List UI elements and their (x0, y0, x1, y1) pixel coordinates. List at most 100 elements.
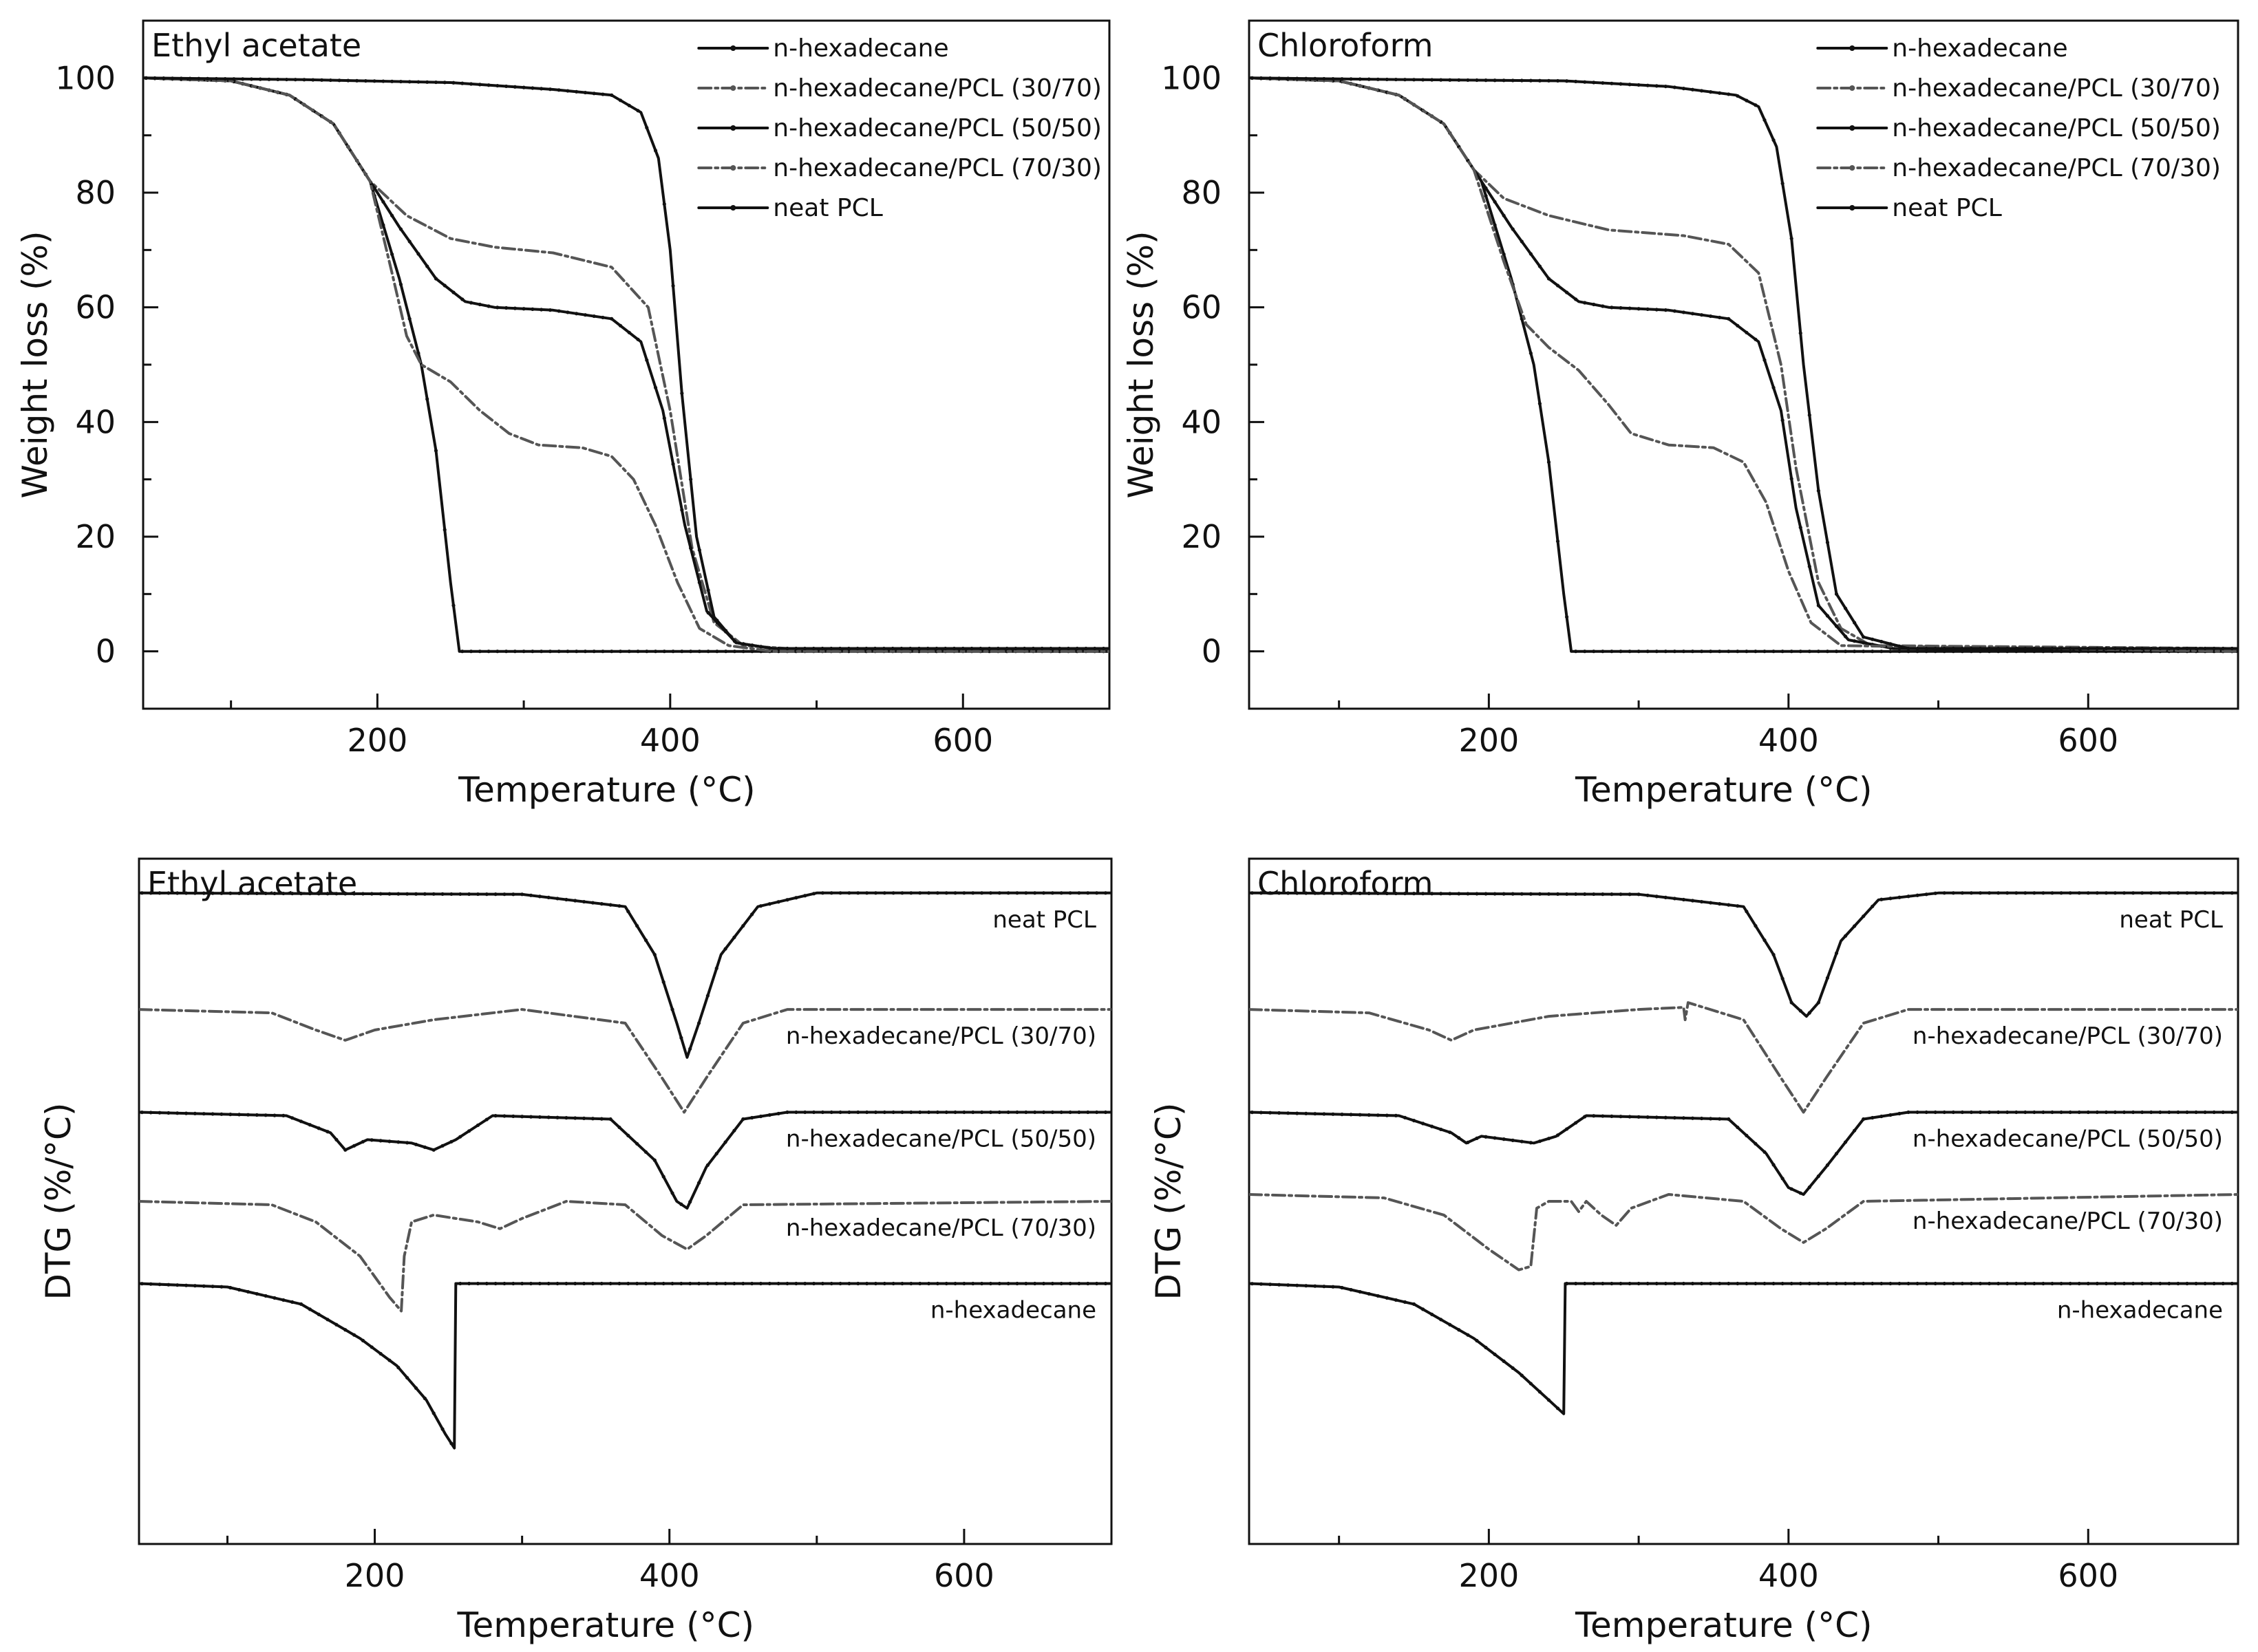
series-marker (1304, 1111, 1308, 1116)
series-marker (1268, 891, 1272, 895)
series-marker (1862, 650, 1866, 654)
series-marker (988, 891, 993, 895)
series-marker (617, 1281, 621, 1286)
series-marker (1888, 650, 1893, 654)
series-marker (1049, 646, 1053, 651)
series-marker (723, 947, 727, 951)
series-marker (636, 337, 640, 341)
series-marker (2203, 1110, 2207, 1115)
legend-label-n-hexadecane: n-hexadecane (1892, 34, 2067, 63)
series-marker (2230, 1281, 2234, 1286)
series-marker (1862, 1281, 1866, 1286)
series-marker (317, 1312, 321, 1316)
series-marker (2212, 1281, 2216, 1286)
series-marker (1574, 1281, 1578, 1286)
series-marker (1484, 186, 1488, 190)
series-marker (1077, 1110, 1081, 1115)
x-tick-label: 600 (2058, 722, 2118, 759)
series-marker (546, 1115, 551, 1119)
series-marker (1663, 1115, 1668, 1119)
series-marker (328, 78, 332, 83)
series-marker (175, 1283, 180, 1287)
series-marker (996, 646, 1000, 651)
series-marker (2113, 891, 2118, 895)
series-marker (1762, 1281, 1767, 1286)
series-marker (1250, 891, 1254, 895)
series-marker (487, 83, 491, 87)
series-marker (158, 891, 162, 895)
series-marker (246, 1289, 251, 1294)
series-marker (1430, 78, 1434, 82)
series-marker (1888, 1113, 1893, 1117)
series-marker (487, 650, 491, 654)
series-marker (1295, 1283, 1299, 1287)
series-marker (1094, 1281, 1099, 1286)
series-marker (1853, 1281, 1857, 1286)
series-marker (829, 1110, 833, 1115)
series-marker (679, 1281, 683, 1286)
series-marker (855, 646, 860, 651)
series-marker (2077, 1281, 2081, 1286)
series-marker (1699, 650, 1704, 654)
series-marker (144, 76, 148, 80)
series-marker (2077, 646, 2081, 651)
series-marker (1789, 237, 1793, 241)
series-marker (1583, 1115, 1587, 1119)
legend-label-n-hexadecane-pcl-50-50: n-hexadecane/PCL (50/50) (1892, 114, 2221, 142)
series-marker (1520, 239, 1524, 244)
series-marker (443, 528, 447, 532)
series-marker (381, 79, 385, 83)
series-marker (372, 186, 376, 190)
series-marker (390, 252, 394, 257)
series-marker (1313, 1112, 1317, 1116)
series-marker (1736, 94, 1740, 98)
series-marker (1520, 1373, 1524, 1377)
series-marker (1628, 306, 1632, 310)
series-marker (540, 650, 544, 654)
curve-label-n-hexadecane: n-hexadecane (2057, 1297, 2223, 1324)
series-marker (211, 1285, 215, 1289)
series-marker (1484, 1135, 1488, 1139)
series-marker (627, 650, 631, 654)
series-marker (1789, 650, 1793, 654)
series-marker (379, 892, 383, 896)
x-tick-label: 200 (1458, 722, 1519, 759)
series-marker (255, 1291, 259, 1296)
series-marker (610, 650, 614, 654)
series-marker (361, 1338, 365, 1342)
series-marker (2104, 646, 2108, 651)
y-axis-title: DTG (%/°C) (39, 1103, 78, 1300)
series-marker (873, 646, 877, 651)
series-marker (750, 1281, 754, 1286)
series-marker (1448, 1130, 1452, 1135)
series-marker (1546, 1398, 1551, 1402)
series-marker (1546, 1137, 1551, 1141)
series-marker (1888, 1281, 1893, 1286)
series-marker (1727, 1117, 1731, 1122)
series-marker (891, 646, 895, 651)
series-marker (1619, 82, 1623, 86)
series-marker (1086, 1110, 1090, 1115)
curve-label-n-hexadecane-pcl-30-70: n-hexadecane/PCL (30/70) (786, 1022, 1096, 1050)
series-marker (1086, 891, 1090, 895)
series-marker (1906, 1281, 1910, 1286)
series-marker (953, 1110, 957, 1115)
series-marker (2005, 1281, 2010, 1286)
series-marker (671, 650, 675, 654)
series-marker (575, 650, 579, 654)
series-marker (334, 892, 339, 896)
x-tick-label: 600 (2058, 1557, 2118, 1594)
series-marker (2041, 891, 2045, 895)
x-axis-title: Temperature (°C) (1575, 770, 1873, 810)
series-marker (1295, 891, 1299, 895)
series-marker (2005, 646, 2010, 651)
series-marker (1250, 1282, 1254, 1286)
series-marker (531, 86, 535, 90)
series-marker (1050, 1110, 1054, 1115)
series-marker (1645, 1115, 1650, 1119)
series-marker (308, 1123, 312, 1127)
series-marker (1933, 646, 1937, 651)
y-tick-label: 60 (75, 289, 116, 326)
series-marker (319, 78, 324, 82)
series-marker (387, 1139, 392, 1144)
